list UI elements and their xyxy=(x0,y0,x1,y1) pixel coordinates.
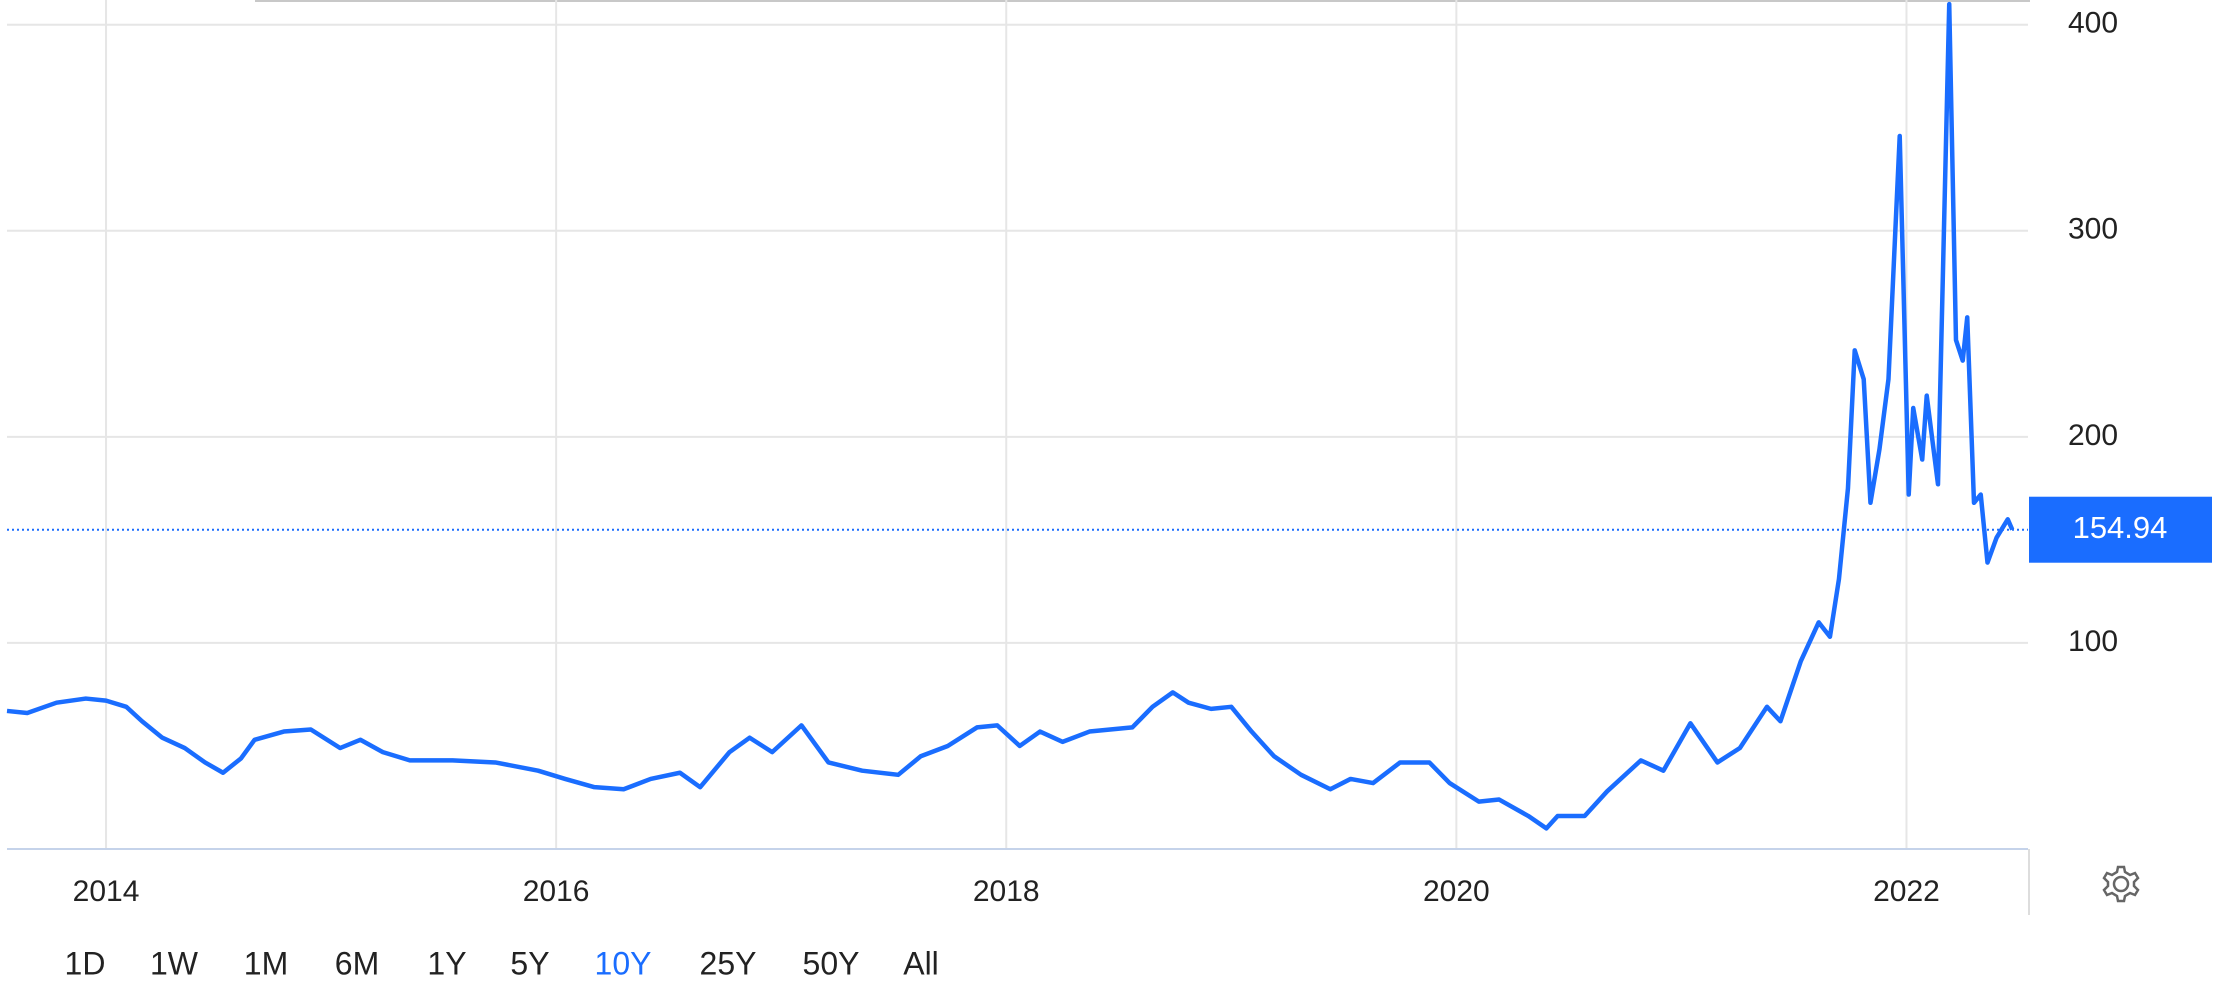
x-tick-label: 2018 xyxy=(973,875,1040,908)
x-tick-label: 2014 xyxy=(73,875,140,908)
y-tick-label: 300 xyxy=(2068,213,2118,246)
range-button[interactable]: 1M xyxy=(244,945,288,981)
range-button[interactable]: 6M xyxy=(335,945,379,981)
x-tick-label: 2020 xyxy=(1423,875,1490,908)
last-value-label: 154.94 xyxy=(2073,510,2168,545)
range-button[interactable]: 1D xyxy=(65,945,106,981)
x-tick-label: 2016 xyxy=(523,875,590,908)
range-button[interactable]: 5Y xyxy=(510,945,549,981)
range-button[interactable]: 25Y xyxy=(700,945,757,981)
range-button[interactable]: 1W xyxy=(150,945,199,981)
range-button[interactable]: 50Y xyxy=(803,945,860,981)
y-tick-label: 100 xyxy=(2068,625,2118,658)
price-line xyxy=(6,1,2015,831)
last-value-tag xyxy=(2029,496,2212,563)
range-button[interactable]: All xyxy=(903,945,939,981)
range-button[interactable]: 1Y xyxy=(427,945,466,981)
settings-gear[interactable] xyxy=(2102,865,2140,903)
y-tick-label: 200 xyxy=(2068,419,2118,452)
x-tick-label: 2022 xyxy=(1873,875,1940,908)
range-button[interactable]: 10Y xyxy=(595,945,652,981)
y-tick-label: 400 xyxy=(2068,7,2118,40)
